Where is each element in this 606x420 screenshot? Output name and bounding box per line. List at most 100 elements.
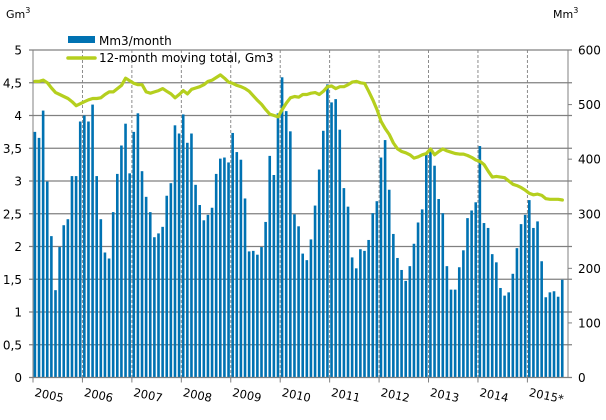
- bar: [453, 289, 457, 378]
- bar: [429, 150, 432, 378]
- bar: [206, 214, 210, 378]
- x-tick-label: 2007: [132, 385, 164, 405]
- bar: [177, 133, 181, 378]
- bar: [140, 171, 144, 378]
- bar: [301, 253, 304, 378]
- left-tick-label: 3: [14, 175, 22, 189]
- bar: [375, 201, 379, 378]
- bar: [437, 199, 440, 378]
- right-tick-label: 200: [578, 262, 601, 276]
- bar: [202, 220, 206, 378]
- bar: [556, 296, 560, 378]
- bar: [326, 84, 329, 378]
- bar: [425, 153, 428, 378]
- bar: [169, 183, 173, 378]
- bar: [210, 207, 214, 378]
- bar: [334, 99, 337, 378]
- right-axis-unit: Mm3: [553, 6, 578, 21]
- bar: [219, 158, 222, 378]
- bar: [486, 227, 490, 378]
- bar: [297, 226, 300, 378]
- bar: [313, 205, 317, 378]
- bar: [231, 132, 234, 378]
- left-tick-label: 0,5: [3, 338, 22, 352]
- bar: [144, 196, 148, 378]
- bar: [560, 279, 564, 378]
- bar: [128, 173, 131, 378]
- bar: [284, 111, 288, 378]
- bar: [289, 131, 292, 378]
- bar: [264, 221, 267, 378]
- bar: [50, 236, 53, 378]
- bar: [62, 225, 66, 378]
- bar: [354, 268, 358, 378]
- bar: [433, 165, 436, 378]
- left-tick-label: 2: [14, 240, 22, 254]
- bar: [83, 115, 86, 378]
- legend-label-line: 12-month moving total, Gm3: [99, 51, 274, 65]
- left-tick-label: 1,5: [3, 273, 22, 287]
- bar: [400, 269, 403, 378]
- bar: [519, 224, 523, 378]
- left-tick-label: 4,5: [3, 76, 22, 90]
- bar: [367, 239, 370, 378]
- bar: [165, 195, 169, 378]
- bar: [157, 233, 160, 378]
- bar: [256, 254, 259, 378]
- bar: [54, 290, 57, 378]
- bar: [87, 121, 90, 378]
- bar: [416, 222, 420, 378]
- bar: [420, 209, 424, 378]
- bar: [371, 213, 375, 378]
- bar: [239, 159, 243, 378]
- bar: [45, 181, 49, 378]
- bar: [363, 250, 366, 378]
- bar: [350, 257, 354, 378]
- bar: [536, 221, 539, 378]
- left-tick-label: 1: [14, 306, 22, 320]
- bar: [507, 292, 510, 378]
- bar: [322, 130, 325, 378]
- bar: [511, 273, 515, 378]
- bar: [462, 250, 465, 378]
- bar: [396, 257, 399, 378]
- bar: [532, 227, 535, 378]
- left-tick-label: 3,5: [3, 142, 22, 156]
- bar: [387, 189, 391, 378]
- bar: [544, 297, 548, 378]
- x-tick-label: 2014: [478, 385, 510, 405]
- x-tick-label: 2005: [33, 385, 65, 405]
- bar: [280, 77, 284, 378]
- x-tick-label: 2012: [379, 385, 411, 405]
- bar: [330, 102, 333, 378]
- bar: [272, 174, 276, 378]
- bar: [194, 184, 197, 378]
- legend: Mm3/month 12-month moving total, Gm3: [66, 34, 274, 65]
- bar: [120, 145, 123, 378]
- bar: [495, 262, 498, 378]
- bar: [190, 133, 193, 378]
- bar: [540, 261, 543, 378]
- legend-swatch-bars: [68, 36, 95, 43]
- x-tick-label: 2015*: [528, 385, 565, 406]
- bar: [37, 137, 41, 378]
- bar: [528, 200, 531, 378]
- bar: [91, 104, 94, 378]
- bar: [198, 205, 201, 378]
- x-tick-label: 2010: [281, 385, 313, 405]
- bar: [305, 260, 309, 378]
- bar: [99, 219, 103, 378]
- right-tick-label: 400: [578, 153, 601, 167]
- left-tick-label: 0: [14, 371, 22, 385]
- bar: [66, 219, 70, 378]
- bar: [132, 131, 136, 378]
- bar-series: [33, 77, 564, 378]
- bar: [260, 247, 263, 378]
- bar: [317, 169, 321, 378]
- bar: [78, 121, 82, 378]
- right-tick-label: 600: [578, 44, 601, 58]
- bar: [153, 237, 156, 378]
- bar: [441, 213, 445, 378]
- bar: [70, 176, 74, 378]
